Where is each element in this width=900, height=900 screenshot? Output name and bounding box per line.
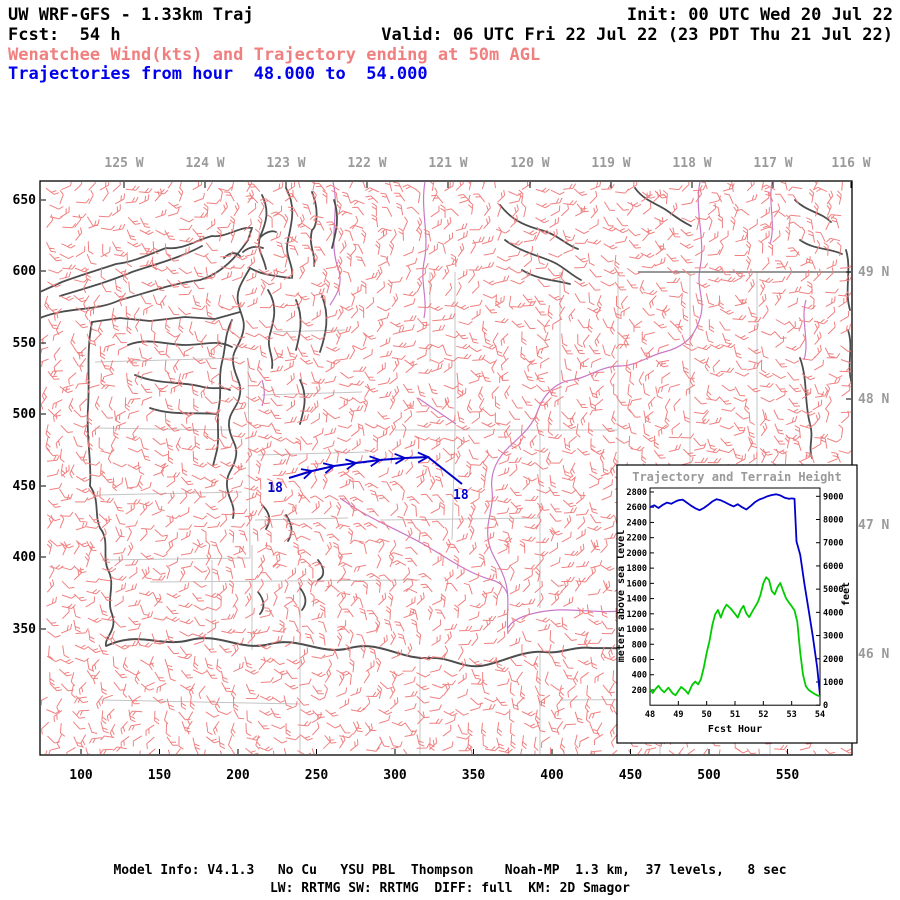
inset-x-tick-label: 54: [815, 710, 825, 720]
inset-title: Trajectory and Terrain Height: [632, 470, 842, 484]
longitude-label: 119 W: [591, 156, 630, 171]
inset-x-tick-label: 53: [787, 710, 797, 720]
inset-chart: Trajectory and Terrain Height 200 400 600 80…: [616, 464, 858, 744]
inset-left-tick-label: 1200: [627, 610, 647, 620]
x-grid-label: 250: [305, 768, 329, 783]
header-line2: Fcst: 54 h Valid: 06 UTC Fri 22 Jul 22 (…: [8, 25, 893, 45]
inset-x-tick-label: 49: [673, 710, 683, 720]
x-grid-label: 150: [148, 768, 172, 783]
inset-x-tick-label: 51: [730, 710, 740, 720]
latitude-label: 49 N: [858, 265, 889, 280]
inset-right-tick-label: 0: [823, 701, 828, 711]
x-grid-label: 450: [619, 768, 643, 783]
model-info-line2: LW: RRTMG SW: RRTMG DIFF: full KM: 2D Sm…: [269, 881, 631, 896]
inset-xlabel: Fcst Hour: [708, 724, 762, 735]
map-trajectory: 18 18: [267, 451, 469, 503]
trajectory-arrowhead: [345, 458, 358, 471]
inset-left-tick-label: 200: [632, 686, 647, 696]
trajectory-arrowhead: [417, 451, 431, 464]
model-info-line1: Model Info: V4.1.3 No Cu YSU PBL Thompso…: [113, 863, 787, 878]
inset-right-tick-label: 9000: [823, 492, 843, 502]
inset-series-terrain_green: [650, 576, 820, 698]
trajectory-arrowhead: [394, 452, 408, 465]
inset-left-tick-label: 1000: [627, 625, 647, 635]
latitude-label: 47 N: [858, 518, 889, 533]
product-subtitle: Wenatchee Wind(kts) and Trajectory endin…: [8, 45, 541, 65]
model-title: UW WRF-GFS - 1.33km Traj: [8, 5, 254, 25]
inset-right-tick-label: 6000: [823, 562, 843, 572]
inset-left-tick-label: 400: [632, 671, 647, 681]
x-grid-label: 550: [776, 768, 800, 783]
y-grid-label: 400: [13, 550, 37, 565]
longitude-label: 116 W: [831, 156, 870, 171]
longitude-label: 125 W: [104, 156, 143, 171]
inset-right-tick-label: 8000: [823, 516, 843, 526]
trajectory-start-label: 18: [267, 481, 283, 496]
y-grid-label: 600: [13, 264, 37, 279]
inset-x-tick-label: 52: [758, 710, 768, 720]
longitude-label: 124 W: [185, 156, 224, 171]
header-line1: UW WRF-GFS - 1.33km Traj Init: 00 UTC We…: [8, 5, 893, 25]
x-grid-label: 200: [226, 768, 250, 783]
longitude-label: 121 W: [428, 156, 467, 171]
init-time: Init: 00 UTC Wed 20 Jul 22: [626, 5, 893, 25]
fcst-hour: Fcst: 54 h: [8, 25, 121, 45]
longitude-label: 123 W: [266, 156, 305, 171]
inset-left-tick-label: 1800: [627, 564, 647, 574]
inset-ylabel-right: feet: [841, 582, 852, 606]
y-grid-label: 350: [13, 622, 37, 637]
y-grid-label: 550: [13, 336, 37, 351]
inset-right-tick-label: 1000: [823, 678, 843, 688]
y-grid-label: 450: [13, 479, 37, 494]
latitude-label: 48 N: [858, 392, 889, 407]
inset-left-tick-label: 2600: [627, 503, 647, 513]
x-grid-label: 500: [697, 768, 721, 783]
trajectory-arrowhead: [300, 468, 314, 480]
x-grid-label: 350: [462, 768, 486, 783]
wind-barbs: [41, 182, 851, 754]
longitude-label: 117 W: [753, 156, 792, 171]
inset-right-tick-label: 5000: [823, 585, 843, 595]
inset-left-tick-label: 2200: [627, 534, 647, 544]
trajectory-arrowhead: [369, 455, 382, 467]
inset-right-tick-label: 2000: [823, 655, 843, 665]
x-grid-label: 100: [69, 768, 93, 783]
latitude-label: 46 N: [858, 647, 889, 662]
inset-left-tick-label: 2400: [627, 518, 647, 528]
y-grid-label: 500: [13, 407, 37, 422]
inset-right-tick-label: 4000: [823, 608, 843, 618]
y-grid-label: 650: [13, 193, 37, 208]
valid-time: Valid: 06 UTC Fri 22 Jul 22 (23 PDT Thu …: [381, 25, 893, 45]
inset-left-tick-label: 2800: [627, 488, 647, 498]
inset-left-tick-label: 800: [632, 640, 647, 650]
inset-series-trajectory_blue: [650, 493, 820, 696]
inset-left-tick-label: 1600: [627, 579, 647, 589]
longitude-label: 118 W: [672, 156, 711, 171]
inset-ylabel-left: meters above sea level: [616, 530, 627, 662]
inset-left-tick-label: 600: [632, 656, 647, 666]
x-grid-label: 400: [540, 768, 564, 783]
inset-left-tick-label: 1400: [627, 595, 647, 605]
x-grid-label: 300: [383, 768, 407, 783]
inset-left-tick-label: 2000: [627, 549, 647, 559]
trajectory-end-label: 18: [453, 488, 469, 503]
longitude-label: 122 W: [347, 156, 386, 171]
trajectory-hours-note: Trajectories from hour 48.000 to 54.000: [8, 64, 428, 84]
inset-right-tick-label: 3000: [823, 632, 843, 642]
inset-x-tick-label: 48: [645, 710, 655, 720]
inset-x-tick-label: 50: [702, 710, 712, 720]
inset-right-tick-label: 7000: [823, 539, 843, 549]
trajectory-arrowhead: [322, 462, 336, 474]
longitude-label: 120 W: [510, 156, 549, 171]
